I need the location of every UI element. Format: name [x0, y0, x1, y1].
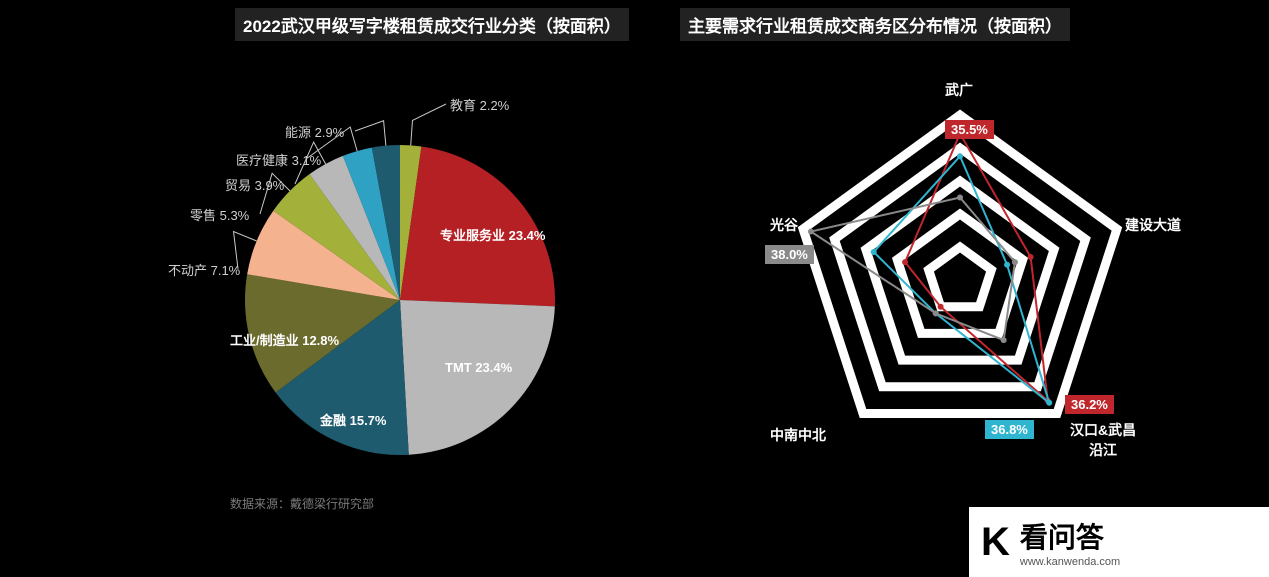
- radar-callout-2: 36.8%: [985, 420, 1034, 439]
- pie-slice-label-1: 专业服务业 23.4%: [440, 225, 545, 244]
- radar-series-0-pt-3: [938, 304, 944, 310]
- radar-callout-1: 38.0%: [765, 245, 814, 264]
- radar-series-2-pt-0: [957, 195, 963, 201]
- radar-series-2-pt-3: [933, 310, 939, 316]
- pie-slice-label-2: TMT 23.4%: [445, 360, 512, 375]
- radar-series-0-pt-1: [1028, 254, 1034, 260]
- radar-series-1-pt-0: [957, 153, 963, 159]
- pie-slice-label-9: 能源 2.9%: [285, 122, 344, 141]
- watermark: K 看问答 www.kanwenda.com: [969, 507, 1269, 577]
- radar-ring-5: [803, 115, 1117, 413]
- radar-series-2-pt-2: [1001, 337, 1007, 343]
- radar-axis-label-1: 建设大道: [1125, 215, 1181, 235]
- radar-series-1-pt-4: [871, 249, 877, 255]
- radar-callout-3: 36.2%: [1065, 395, 1114, 414]
- pie-slice-label-5: 不动产 7.1%: [168, 260, 240, 279]
- radar-series-2-pt-4: [808, 229, 814, 235]
- pie-slice-label-0: 教育 2.2%: [450, 95, 509, 114]
- watermark-text-en: www.kanwenda.com: [1020, 556, 1120, 568]
- radar-series-0-pt-4: [902, 259, 908, 265]
- radar-chart: [0, 0, 1269, 577]
- radar-series-2-pt-1: [1012, 259, 1018, 265]
- radar-axis-label-4: 光谷: [770, 215, 798, 235]
- radar-ring-1: [929, 247, 992, 307]
- pie-slice-label-4: 工业/制造业 12.8%: [230, 330, 339, 349]
- radar-axis-label-3: 中南中北: [770, 425, 826, 445]
- radar-axis-label-0: 武广: [945, 80, 973, 100]
- radar-series-1-pt-1: [1004, 262, 1010, 268]
- radar-axis-label-2: 汉口&武昌沿江: [1070, 420, 1136, 460]
- radar-ring-2: [897, 214, 1023, 333]
- watermark-logo-icon: K: [981, 520, 1010, 565]
- pie-slice-label-8: 医疗健康 3.1%: [236, 150, 321, 169]
- pie-slice-label-7: 贸易 3.9%: [225, 175, 284, 194]
- pie-slice-label-3: 金融 15.7%: [320, 410, 386, 429]
- data-source-label: 数据来源：戴德梁行研究部: [230, 495, 374, 512]
- radar-series-1-pt-2: [1046, 400, 1052, 406]
- pie-slice-label-6: 零售 5.3%: [190, 205, 249, 224]
- watermark-text-cn: 看问答: [1020, 516, 1120, 556]
- radar-callout-0: 35.5%: [945, 120, 994, 139]
